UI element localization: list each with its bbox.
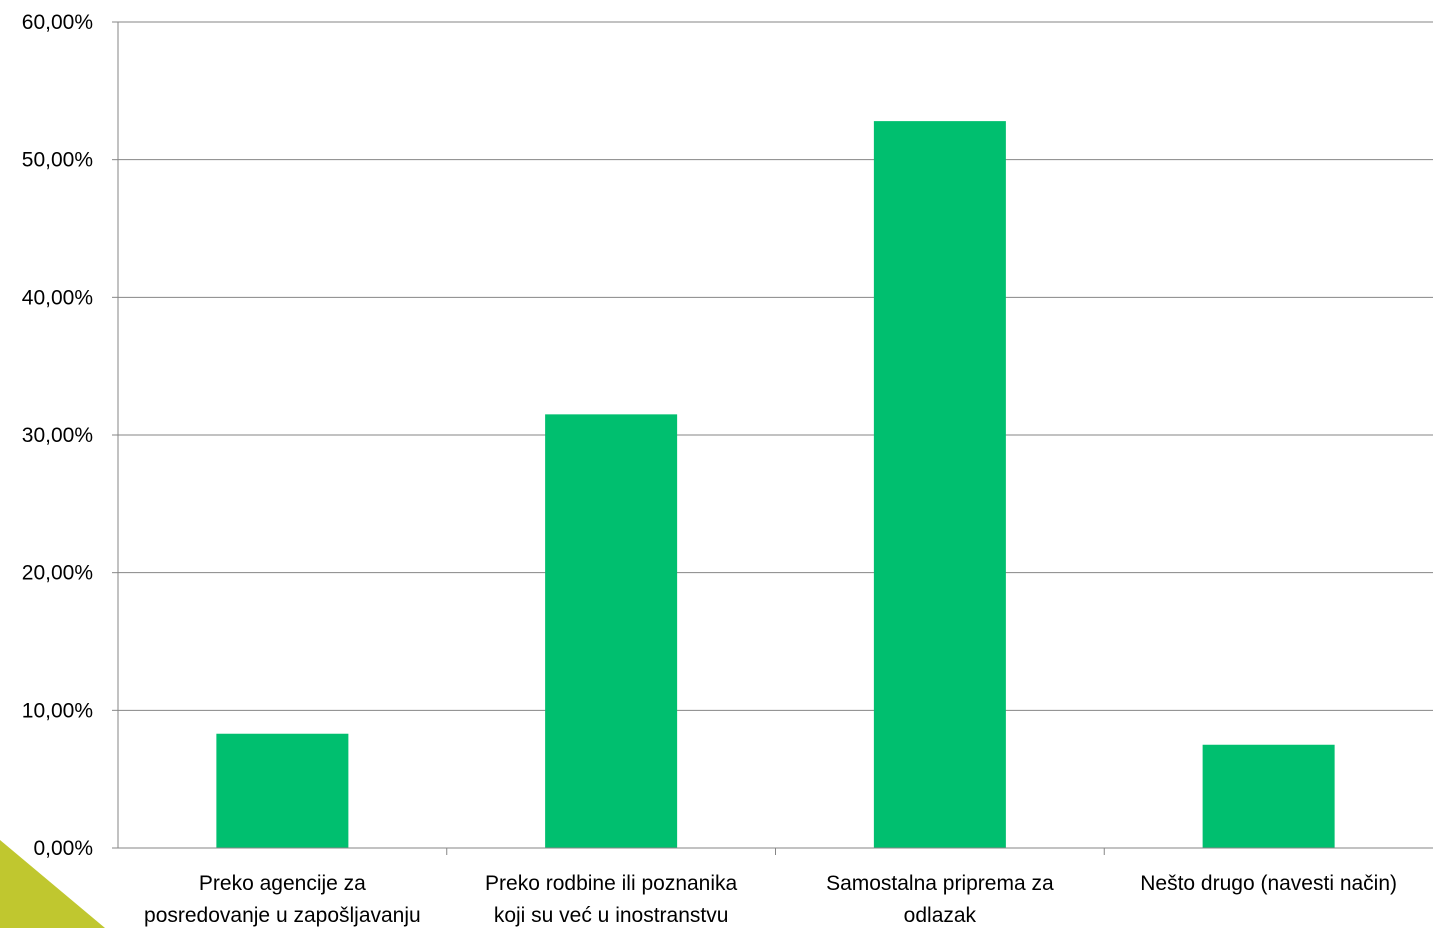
y-tick-label: 10,00% bbox=[22, 699, 93, 722]
bar bbox=[873, 121, 1006, 849]
y-tick-labels: 0,00% 10,00% 20,00% 30,00% 40,00% 50,00% 60,00… bbox=[22, 11, 93, 860]
bar bbox=[216, 733, 349, 848]
x-category-label: Nešto drugo (navesti način) bbox=[1140, 872, 1397, 895]
y-tick-label: 50,00% bbox=[22, 149, 93, 172]
y-tick-label: 0,00% bbox=[33, 837, 93, 860]
x-category-label: Preko rodbine ili poznanika koji su već u… bbox=[485, 872, 737, 927]
x-category-labels: Preko agencije za posredovanje u zapošlja… bbox=[144, 872, 1397, 927]
gridlines bbox=[118, 21, 1433, 711]
y-tick-label: 60,00% bbox=[22, 11, 93, 34]
bar bbox=[1202, 744, 1335, 848]
y-tick-label: 20,00% bbox=[22, 562, 93, 585]
corner-decoration-shape bbox=[0, 840, 105, 928]
bar bbox=[545, 414, 678, 848]
x-category-label: Samostalna priprema za odlazak bbox=[826, 872, 1054, 927]
y-tick-label: 30,00% bbox=[22, 424, 93, 447]
bars bbox=[216, 121, 1335, 849]
axes bbox=[112, 21, 1433, 855]
y-tick-label: 40,00% bbox=[22, 286, 93, 309]
x-category-label: Preko agencije za posredovanje u zapošlja… bbox=[144, 872, 421, 927]
